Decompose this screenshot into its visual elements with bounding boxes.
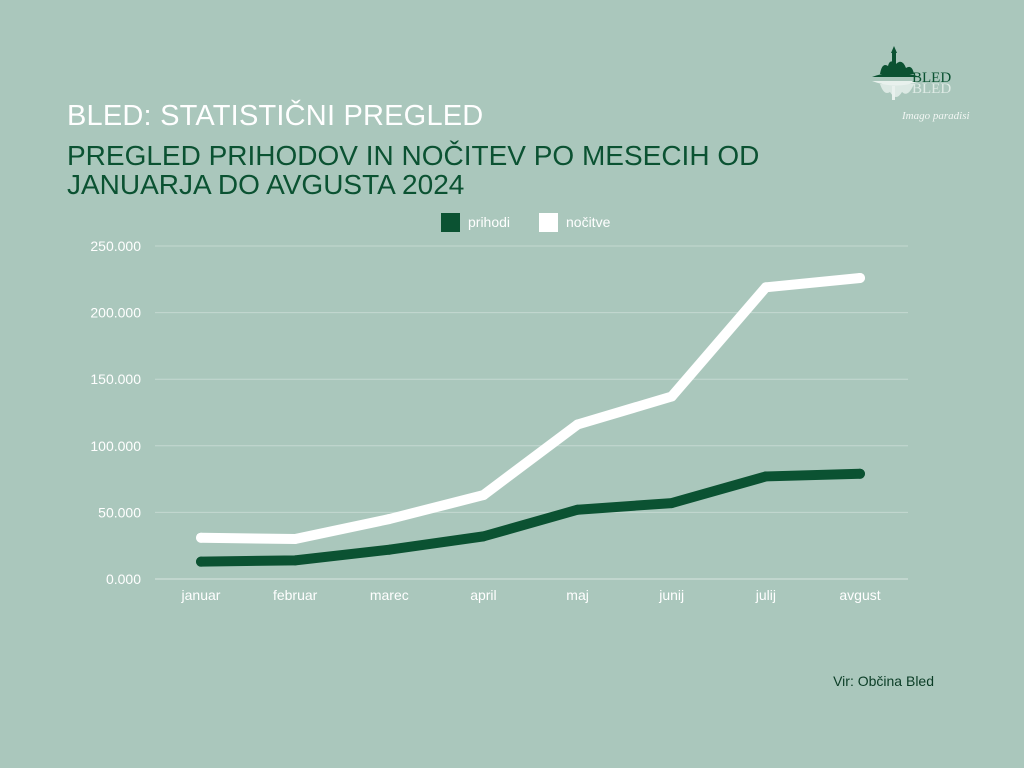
data-point-nočitve	[666, 391, 677, 402]
y-tick-label: 250.000	[90, 238, 141, 254]
data-point-prihodi	[196, 556, 206, 567]
y-tick-label: 50.000	[98, 504, 141, 520]
page-title: PREGLED PRIHODOV IN NOČITEV PO MESECIH O…	[67, 140, 760, 200]
page-subtitle: BLED: STATISTIČNI PREGLED	[67, 100, 484, 132]
data-point-prihodi	[855, 468, 865, 479]
x-tick-label: maj	[566, 587, 589, 603]
data-point-prihodi	[666, 498, 677, 509]
legend-swatch	[441, 213, 460, 232]
data-point-nočitve	[572, 419, 583, 430]
data-point-nočitve	[196, 532, 206, 543]
bled-logo-icon: BLED BLED Imago paradisi	[872, 46, 970, 122]
series-line-prihodi	[196, 468, 865, 567]
x-tick-label: april	[470, 587, 496, 603]
legend-label: nočitve	[566, 214, 611, 230]
data-point-prihodi	[572, 504, 583, 515]
logo-name-reflection: BLED	[912, 81, 951, 97]
data-point-nočitve	[478, 490, 489, 501]
x-tick-label: marec	[370, 587, 409, 603]
data-point-nočitve	[760, 282, 771, 293]
legend-label: prihodi	[468, 214, 510, 230]
y-tick-label: 0.000	[106, 571, 141, 587]
data-point-nočitve	[384, 514, 395, 525]
data-point-nočitve	[855, 272, 865, 283]
source-note: Vir: Občina Bled	[833, 673, 934, 689]
data-point-nočitve	[290, 534, 301, 545]
x-tick-label: junij	[658, 587, 684, 603]
legend-swatch	[539, 213, 558, 232]
logo-tagline: Imago paradisi	[901, 110, 970, 122]
data-point-prihodi	[760, 471, 771, 482]
y-tick-label: 200.000	[90, 305, 141, 321]
x-tick-label: julij	[755, 587, 776, 603]
x-tick-label: januar	[181, 587, 221, 603]
y-tick-label: 150.000	[90, 371, 141, 387]
data-point-prihodi	[478, 531, 489, 542]
logo-name: BLED	[912, 70, 951, 86]
x-tick-label: februar	[273, 587, 318, 603]
y-tick-label: 100.000	[90, 438, 141, 454]
data-point-prihodi	[290, 555, 301, 566]
series-line-nočitve	[196, 272, 865, 545]
data-point-prihodi	[384, 544, 395, 555]
x-tick-label: avgust	[839, 587, 880, 603]
